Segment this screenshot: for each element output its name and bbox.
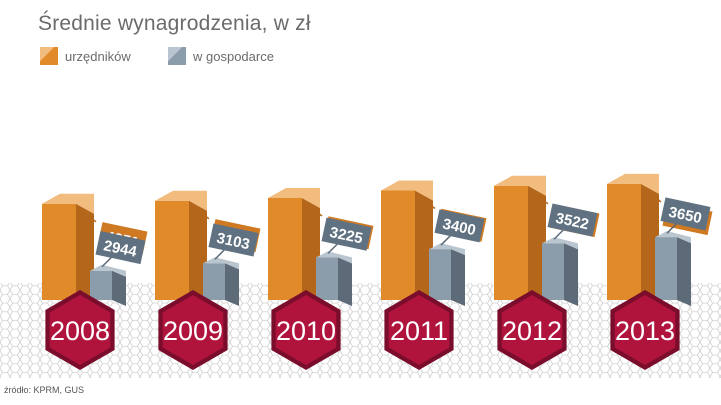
- label-economy-value-2011: 3400: [441, 216, 477, 240]
- year-label-2008: 2008: [50, 316, 110, 346]
- year-hexagons-layer: 2008 2009 2010 2011 2012 2013: [45, 290, 680, 370]
- bar-officials-top-2010: [268, 187, 320, 208]
- bar-economy-2013: [655, 237, 677, 300]
- leader-officials-2011: [418, 195, 436, 210]
- label-economy-2013: 3650: [660, 197, 711, 231]
- bar-economy-top-2013: [655, 231, 691, 244]
- bar-economy-2008: [90, 270, 112, 300]
- year-hex-2010: 2010: [271, 290, 341, 370]
- label-economy-2012: 3522: [547, 203, 598, 237]
- label-economy-bg-2010: [321, 217, 372, 251]
- bar-group-2010: 44733225: [268, 187, 374, 310]
- year-hex-inner-2009: [162, 295, 224, 365]
- label-economy-2011: 3400: [434, 209, 485, 243]
- label-economy-2009: 3103: [208, 223, 259, 257]
- bar-economy-top-2010: [316, 251, 352, 264]
- bar-group-2009: 44143103: [155, 190, 261, 310]
- bar-officials-2010: [268, 197, 302, 300]
- leader-officials-2009: [192, 206, 210, 220]
- label-economy-value-2008: 2944: [102, 237, 139, 261]
- bar-group-2013: 47703650: [607, 173, 713, 310]
- legend-officials-swatch: [40, 47, 58, 65]
- source-note: źródło: KPRM, GUS: [4, 385, 85, 395]
- year-hex-2013: 2013: [610, 290, 680, 370]
- year-label-2012: 2012: [502, 316, 562, 346]
- bar-officials-top-2011: [381, 180, 433, 201]
- year-hex-2009: 2009: [158, 290, 228, 370]
- bar-economy-2011: [429, 249, 451, 300]
- leader-officials-2010: [305, 203, 323, 217]
- label-economy-2010: 3225: [321, 217, 372, 251]
- label-economy-bg-2013: [660, 197, 711, 231]
- label-economy-value-2010: 3225: [328, 224, 364, 248]
- label-economy-bg-2009: [208, 223, 259, 257]
- year-hex-inner-2011: [388, 295, 450, 365]
- year-hex-inner-2008: [49, 295, 111, 365]
- legend-economy-label: w gospodarce: [193, 48, 274, 64]
- bar-economy-2009: [203, 263, 225, 300]
- legend-officials: urzędników: [40, 47, 131, 65]
- year-label-2010: 2010: [276, 316, 336, 346]
- bar-officials-2012: [494, 185, 528, 300]
- bar-officials-top-2012: [494, 175, 546, 196]
- bar-economy-top-2009: [203, 257, 239, 270]
- year-hex-inner-2012: [501, 295, 563, 365]
- label-economy-value-2012: 3522: [554, 210, 590, 234]
- bar-economy-side-2008: [112, 270, 126, 306]
- bar-officials-side-2012: [528, 185, 546, 310]
- leader-officials-2008: [79, 209, 97, 223]
- leader-officials-2012: [531, 191, 549, 205]
- bar-economy-side-2009: [225, 263, 239, 306]
- label-economy-value-2009: 3103: [215, 230, 251, 254]
- bar-officials-2011: [381, 190, 415, 300]
- bar-officials-top-2009: [155, 190, 207, 211]
- bar-economy-top-2012: [542, 237, 578, 250]
- bar-economy-side-2013: [677, 237, 691, 306]
- bar-officials-side-2008: [76, 203, 94, 310]
- legend-economy-swatch: [168, 47, 186, 65]
- bar-economy-side-2010: [338, 257, 352, 306]
- year-hex-inner-2013: [614, 295, 676, 365]
- year-hex-2011: 2011: [384, 290, 454, 370]
- label-economy-bg-2012: [547, 203, 598, 237]
- year-hex-2008: 2008: [45, 290, 115, 370]
- bar-group-2012: 47293522: [494, 175, 600, 310]
- legend-officials-label: urzędników: [65, 48, 131, 64]
- bar-officials-2008: [42, 203, 76, 300]
- leader-officials-2013: [644, 189, 662, 203]
- bars-layer: 4351294444143103447332254631340047293522…: [42, 173, 713, 310]
- year-label-2013: 2013: [615, 316, 675, 346]
- bar-economy-2012: [542, 243, 564, 300]
- year-label-2009: 2009: [163, 316, 223, 346]
- bar-officials-2009: [155, 200, 189, 300]
- legend-economy: w gospodarce: [168, 47, 274, 65]
- bar-officials-top-2013: [607, 173, 659, 194]
- year-label-2011: 2011: [390, 316, 448, 346]
- label-economy-2008: 2944: [95, 231, 146, 265]
- bar-officials-2013: [607, 183, 641, 300]
- label-economy-value-2013: 3650: [667, 204, 703, 228]
- chart-title: Średnie wynagrodzenia, w zł: [38, 12, 311, 35]
- bar-economy-top-2008: [90, 264, 126, 277]
- bar-group-2011: 46313400: [381, 180, 487, 310]
- bar-officials-side-2009: [189, 200, 207, 310]
- bar-economy-top-2011: [429, 243, 465, 256]
- label-economy-bg-2011: [434, 209, 485, 243]
- label-economy-bg-2008: [95, 231, 146, 265]
- bar-officials-top-2008: [42, 193, 94, 214]
- year-hex-inner-2010: [275, 295, 337, 365]
- bar-officials-side-2010: [302, 197, 320, 310]
- bar-economy-side-2012: [564, 243, 578, 306]
- bar-economy-2010: [316, 257, 338, 300]
- bar-officials-side-2011: [415, 190, 433, 310]
- bar-officials-side-2013: [641, 183, 659, 310]
- bar-group-2008: 43512944: [42, 193, 148, 310]
- year-hex-2012: 2012: [497, 290, 567, 370]
- bar-economy-side-2011: [451, 249, 465, 306]
